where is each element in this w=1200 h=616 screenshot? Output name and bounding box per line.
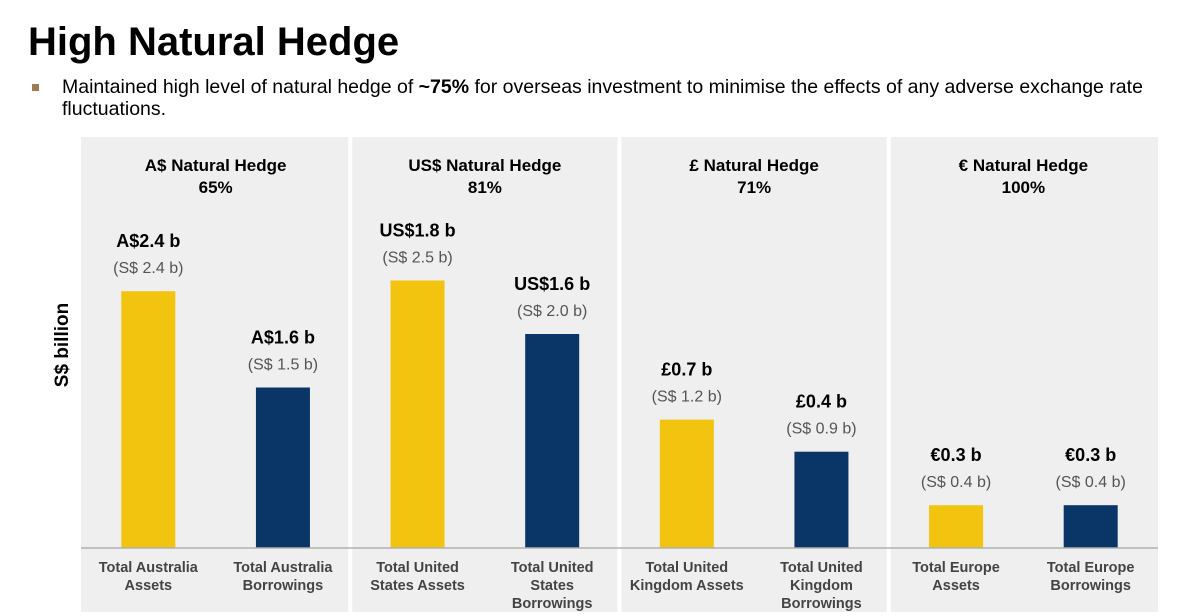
page-title: High Natural Hedge: [28, 20, 400, 64]
group-title: A$ Natural Hedge: [145, 156, 287, 175]
bar-sgd-label: (S$ 0.4 b): [921, 474, 991, 491]
x-tick-label: Total Europe: [1047, 560, 1135, 576]
bar-borrowings: [525, 334, 580, 548]
bar-sgd-label: (S$ 1.2 b): [652, 389, 722, 406]
bar-sgd-label: (S$ 2.4 b): [113, 260, 183, 277]
x-tick-label: States: [530, 578, 574, 594]
x-tick-label: Total Europe: [912, 560, 1000, 576]
bar-value-label: A$2.4 b: [116, 231, 180, 251]
x-tick-label: Borrowings: [512, 596, 593, 612]
group-title: US$ Natural Hedge: [408, 156, 561, 175]
x-tick-label: Borrowings: [1050, 578, 1131, 594]
group-title: £ Natural Hedge: [689, 156, 818, 175]
bar-value-label: £0.7 b: [661, 360, 712, 380]
bar-value-label: €0.3 b: [1065, 445, 1116, 465]
bullet-text: Maintained high level of natural hedge o…: [62, 76, 1182, 120]
x-tick-label: Total United: [645, 560, 728, 576]
bar-sgd-label: (S$ 0.4 b): [1056, 474, 1126, 491]
group-title: € Natural Hedge: [959, 156, 1088, 175]
x-tick-label: Assets: [125, 578, 173, 594]
x-tick-label: Total United: [376, 560, 459, 576]
group-hedge-percent: 65%: [199, 178, 233, 197]
x-tick-label: Kingdom: [790, 578, 853, 594]
bullet-text-before: Maintained high level of natural hedge o…: [62, 76, 419, 98]
bullet-point: Maintained high level of natural hedge o…: [32, 76, 1182, 120]
bar-value-label: US$1.8 b: [380, 221, 456, 241]
bar-sgd-label: (S$ 2.0 b): [517, 303, 587, 320]
bar-sgd-label: (S$ 1.5 b): [248, 357, 318, 374]
x-tick-label: Total United: [780, 560, 863, 576]
x-tick-label: Kingdom Assets: [630, 578, 744, 594]
bar-assets: [121, 291, 176, 548]
bar-assets: [390, 280, 445, 548]
x-tick-label: Total United: [511, 560, 594, 576]
x-tick-label: Borrowings: [243, 578, 324, 594]
y-axis-label: S$ billion: [52, 303, 73, 387]
bar-value-label: €0.3 b: [931, 445, 982, 465]
bullet-highlight: ~75%: [418, 76, 470, 98]
x-tick-label: Total Australia: [99, 560, 199, 576]
x-tick-label: Borrowings: [781, 596, 862, 612]
group-hedge-percent: 100%: [1002, 178, 1045, 197]
bar-borrowings: [794, 451, 849, 548]
group-hedge-percent: 81%: [468, 178, 502, 197]
bar-sgd-label: (S$ 0.9 b): [786, 421, 856, 438]
bar-assets: [929, 505, 984, 548]
bar-borrowings: [255, 387, 310, 548]
group-hedge-percent: 71%: [737, 178, 771, 197]
x-tick-label: Total Australia: [233, 560, 333, 576]
bullet-text-after: for overseas investment to minimise the …: [62, 76, 1143, 120]
x-tick-label: Assets: [932, 578, 980, 594]
bar-value-label: £0.4 b: [796, 392, 847, 412]
bar-borrowings: [1063, 505, 1118, 548]
bar-value-label: US$1.6 b: [514, 274, 590, 294]
bullet-square-icon: [32, 84, 39, 91]
bar-sgd-label: (S$ 2.5 b): [382, 250, 452, 267]
bar-value-label: A$1.6 b: [251, 328, 315, 348]
bar-assets: [659, 419, 714, 548]
x-tick-label: States Assets: [370, 578, 465, 594]
